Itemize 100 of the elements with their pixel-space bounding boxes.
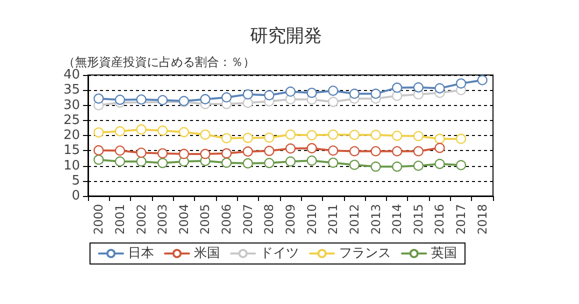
x-tick-label: 2012: [347, 204, 362, 235]
legend-label: 米国: [194, 246, 220, 261]
point: [285, 129, 296, 140]
point: [306, 88, 317, 98]
point: [392, 82, 402, 93]
legend-label: フランス: [339, 246, 391, 261]
x-tick-label: 2008: [262, 204, 276, 235]
y-tick-label: 25: [63, 112, 80, 128]
point: [200, 129, 210, 140]
point: [264, 132, 274, 143]
x-tick-label: 2006: [220, 204, 234, 235]
x-tick-label: 2013: [368, 204, 383, 235]
point: [178, 127, 190, 138]
x-tick-label: 2010: [304, 204, 319, 235]
x-tick-label: 2002: [134, 204, 148, 235]
x-tick-label: 2001: [112, 204, 127, 235]
point: [349, 88, 360, 99]
point: [114, 146, 126, 156]
point: [94, 127, 104, 138]
point: [434, 158, 445, 170]
x-tick-label: 2018: [475, 204, 490, 235]
x-tick-label: 2007: [240, 204, 255, 235]
point: [370, 146, 381, 156]
point: [306, 130, 317, 140]
point: [413, 131, 424, 142]
point: [328, 158, 338, 168]
point: [94, 154, 104, 165]
point: [328, 129, 338, 140]
point: [413, 146, 424, 156]
point: [94, 93, 104, 104]
point: [221, 158, 232, 168]
point: [114, 94, 126, 105]
point: [456, 78, 466, 89]
point: [264, 90, 274, 100]
point: [434, 83, 445, 94]
point: [158, 148, 168, 158]
x-tick-label: 2016: [432, 204, 447, 235]
y-tick-label: 5: [72, 173, 80, 188]
y-tick-label: 40: [63, 68, 80, 82]
point: [477, 75, 488, 86]
point: [392, 90, 402, 101]
point: [285, 156, 296, 167]
point: [242, 146, 253, 157]
point: [264, 158, 274, 168]
legend-label: 英国: [431, 246, 457, 261]
y-tick-label: 35: [63, 82, 80, 98]
point: [349, 130, 360, 140]
point: [136, 124, 146, 135]
point: [392, 130, 402, 141]
point: [349, 160, 360, 170]
point: [328, 96, 338, 108]
point: [306, 143, 317, 154]
y-tick-label: 10: [63, 158, 80, 174]
point: [136, 94, 146, 105]
point: [158, 126, 168, 136]
point: [413, 82, 424, 92]
point: [370, 162, 381, 172]
point: [114, 126, 126, 136]
point: [456, 134, 466, 144]
point: [114, 156, 126, 167]
chart-subtitle: （無形資産投資に占める割合：％）: [63, 55, 255, 69]
y-tick-label: 30: [63, 98, 80, 113]
point: [392, 162, 402, 172]
point: [221, 133, 232, 144]
point: [242, 132, 253, 144]
point: [306, 156, 317, 166]
legend-label: ドイツ: [260, 246, 299, 261]
point: [158, 158, 168, 168]
point: [158, 95, 168, 106]
point: [456, 160, 466, 170]
point: [178, 148, 190, 160]
point: [285, 86, 296, 97]
chart-title: 研究開発: [250, 26, 322, 46]
point: [94, 145, 104, 156]
point: [413, 160, 424, 171]
point: [221, 92, 232, 102]
x-tick-label: 2014: [390, 204, 404, 235]
point: [221, 148, 232, 158]
point: [242, 158, 253, 168]
point: [370, 130, 381, 140]
point: [200, 94, 210, 104]
point: [328, 146, 338, 156]
y-tick-label: 20: [63, 128, 80, 143]
point: [264, 146, 274, 156]
point: [242, 89, 253, 100]
y-tick-label: 15: [63, 143, 80, 158]
x-tick-label: 2003: [156, 204, 170, 235]
point: [136, 148, 146, 158]
point: [136, 156, 146, 167]
x-tick-label: 2015: [411, 204, 426, 235]
x-tick-label: 2005: [198, 204, 212, 235]
x-tick-label: 2017: [454, 204, 468, 235]
point: [200, 148, 210, 160]
point: [392, 146, 402, 156]
y-tick-label: 0: [72, 188, 80, 204]
x-tick-label: 2004: [176, 204, 191, 235]
x-tick-label: 2000: [92, 204, 106, 235]
point: [370, 88, 381, 99]
x-tick-label: 2009: [284, 204, 298, 235]
point: [434, 142, 445, 153]
